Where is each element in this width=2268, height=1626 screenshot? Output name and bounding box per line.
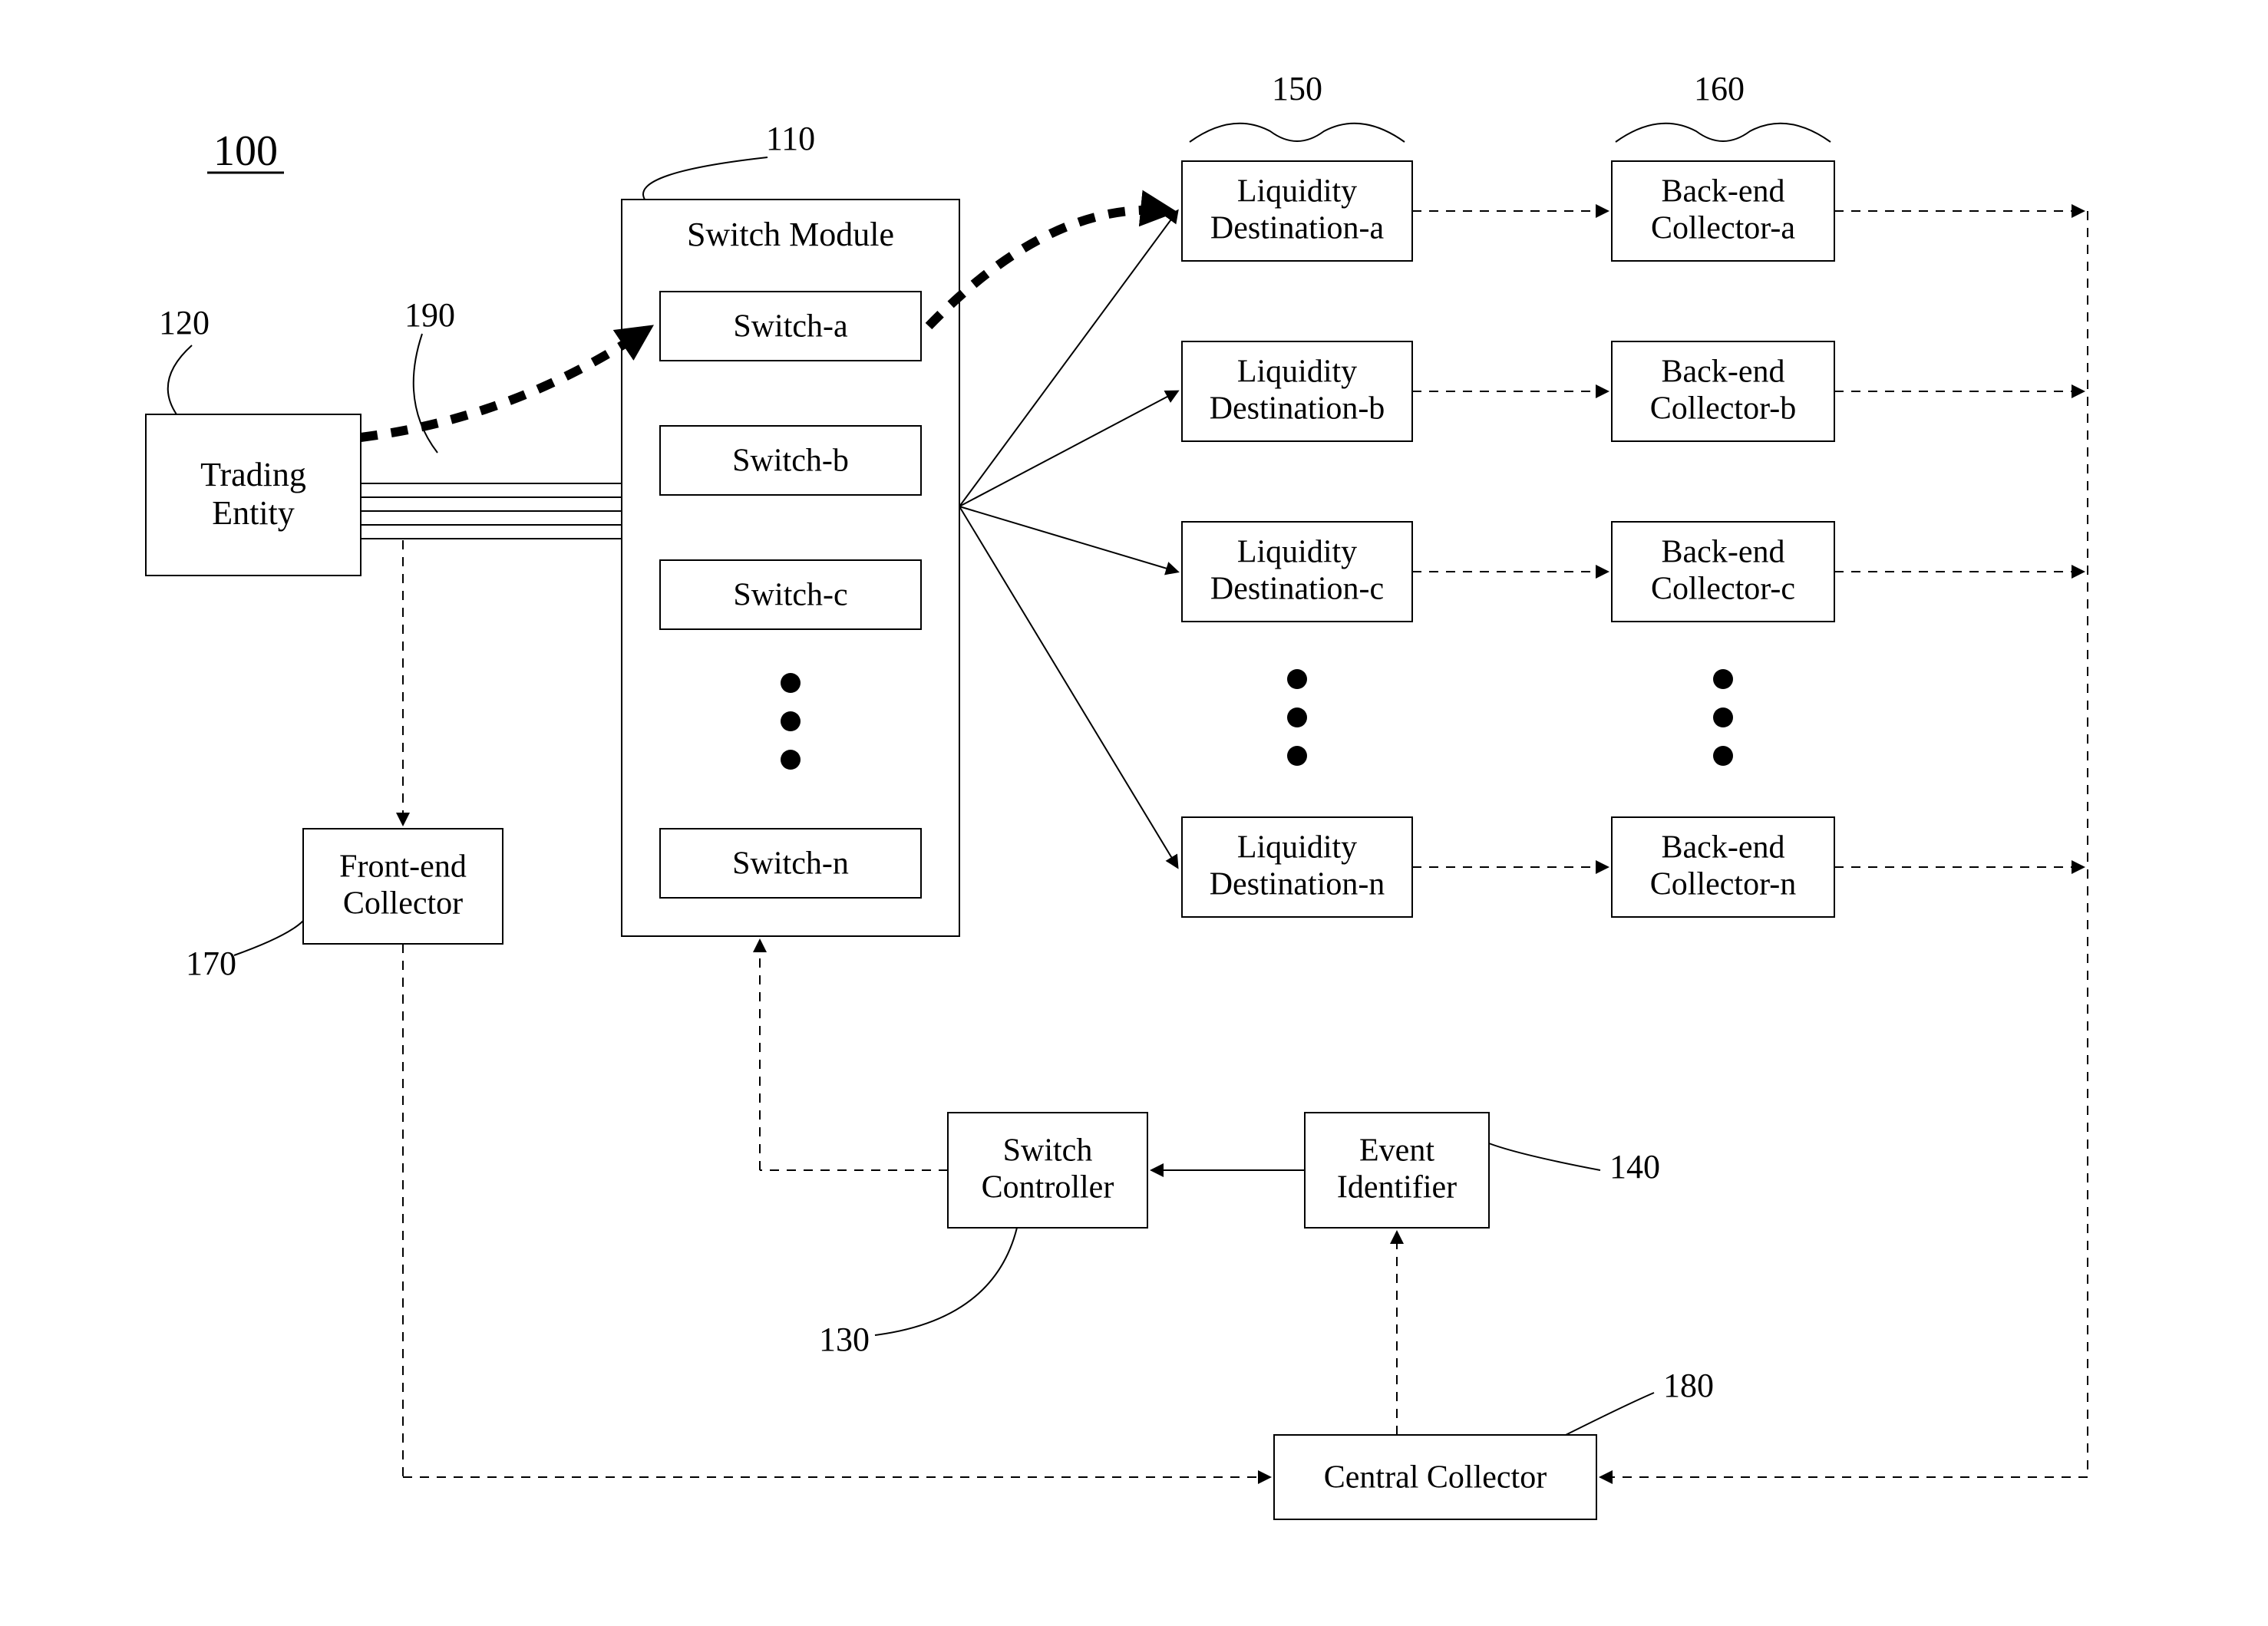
switch-label-3: Switch-n xyxy=(732,846,849,882)
trading-entity-label1: Trading xyxy=(200,456,306,493)
liquidity-label1-3: Liquidity xyxy=(1237,830,1357,866)
backend-label1-1: Back-end xyxy=(1662,355,1785,390)
ellipsis-dot xyxy=(781,711,801,731)
thick-path-switch-a-to-liq-a xyxy=(929,210,1168,326)
backend-label1-2: Back-end xyxy=(1662,535,1785,570)
event-identifier-label2: Identifier xyxy=(1337,1170,1457,1205)
liquidity-label1-2: Liquidity xyxy=(1237,535,1357,570)
lead-110 xyxy=(643,157,768,200)
switch-label-0: Switch-a xyxy=(733,309,848,345)
connector xyxy=(959,506,1177,867)
liquidity-label2-0: Destination-a xyxy=(1210,211,1385,246)
connector xyxy=(959,211,1177,506)
lead-180 xyxy=(1566,1393,1654,1435)
trading-entity-label2: Entity xyxy=(212,494,295,532)
switch-controller-label1: Switch xyxy=(1003,1133,1093,1169)
lead-120 xyxy=(168,345,192,414)
event-identifier-label1: Event xyxy=(1359,1133,1434,1169)
liquidity-label1-1: Liquidity xyxy=(1237,355,1357,390)
lead-190 xyxy=(414,334,437,453)
switch-controller-label2: Controller xyxy=(982,1170,1114,1205)
frontend-collector-label1: Front-end xyxy=(339,849,467,885)
ref-120: 120 xyxy=(159,304,210,341)
backend-label2-2: Collector-c xyxy=(1651,572,1795,607)
ellipsis-dot xyxy=(1287,669,1307,689)
lead-170 xyxy=(234,921,303,955)
system-diagram: 100 TradingEntity Switch Module Switch-a Swi… xyxy=(0,0,2268,1626)
ellipsis-dot xyxy=(781,673,801,693)
ellipsis-dot xyxy=(1713,707,1733,727)
ref-140: 140 xyxy=(1609,1148,1660,1186)
main-ref-100: 100 xyxy=(213,127,278,175)
ref-160: 160 xyxy=(1694,70,1745,107)
lead-130 xyxy=(875,1228,1017,1335)
liquidity-label2-3: Destination-n xyxy=(1210,867,1385,902)
ref-130: 130 xyxy=(819,1321,870,1358)
backend-label2-3: Collector-n xyxy=(1650,867,1796,902)
liquidity-label1-0: Liquidity xyxy=(1237,174,1357,209)
backend-label2-0: Collector-a xyxy=(1651,211,1795,246)
ellipsis-dot xyxy=(1287,746,1307,766)
backend-label1-3: Back-end xyxy=(1662,830,1785,866)
brace-160 xyxy=(1616,124,1831,142)
brace-150 xyxy=(1190,124,1405,142)
thick-path-te-to-switch-a xyxy=(361,330,646,437)
liquidity-label2-2: Destination-c xyxy=(1210,572,1384,607)
backend-label1-0: Back-end xyxy=(1662,174,1785,209)
ref-150: 150 xyxy=(1272,70,1322,107)
ellipsis-dot xyxy=(1713,669,1733,689)
switch-label-1: Switch-b xyxy=(732,444,849,479)
connector xyxy=(959,391,1177,506)
ref-180: 180 xyxy=(1663,1367,1714,1404)
ref-190: 190 xyxy=(404,296,455,334)
ellipsis-dot xyxy=(1287,707,1307,727)
backend-label2-1: Collector-b xyxy=(1650,391,1796,427)
ellipsis-dot xyxy=(781,750,801,770)
switch-module-title: Switch Module xyxy=(687,216,894,253)
switch-label-2: Switch-c xyxy=(733,578,847,613)
ref-170: 170 xyxy=(186,945,236,982)
ref-110: 110 xyxy=(766,120,815,157)
liquidity-label2-1: Destination-b xyxy=(1210,391,1385,427)
ellipsis-dot xyxy=(1713,746,1733,766)
lead-140 xyxy=(1489,1143,1600,1170)
central-collector-label: Central Collector xyxy=(1324,1460,1547,1496)
frontend-collector-label2: Collector xyxy=(343,886,463,922)
